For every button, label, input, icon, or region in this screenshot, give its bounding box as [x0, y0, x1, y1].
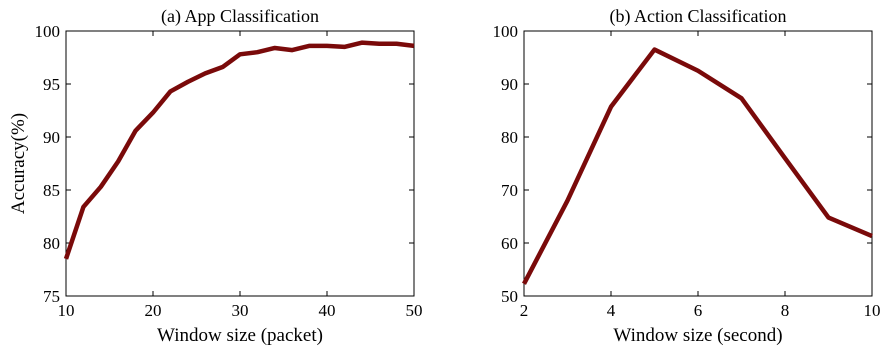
x-tick-label: 8 — [781, 301, 790, 320]
y-tick-label: 80 — [43, 234, 60, 253]
chart-panel-1: 10 20 30 40 50 75 80 85 90 95 100 (a) App Classific… — [8, 6, 423, 346]
x-axis-label: Window size (second) — [613, 325, 782, 346]
y-tick-label: 100 — [493, 22, 519, 41]
chart-title: (b) Action Classification — [610, 6, 787, 27]
x-tick-label: 6 — [694, 301, 703, 320]
y-tick-label: 100 — [35, 22, 61, 41]
x-tick-label: 10 — [58, 301, 75, 320]
x-tick-label: 10 — [864, 301, 881, 320]
x-axis-label: Window size (packet) — [157, 325, 323, 346]
y-tick-label: 85 — [43, 181, 60, 200]
y-tick-label: 90 — [501, 75, 518, 94]
y-axis-label: Accuracy(%) — [8, 113, 29, 214]
x-tick-label: 20 — [145, 301, 162, 320]
x-tick-label: 50 — [406, 301, 423, 320]
series-line — [63, 40, 415, 260]
x-tick-label: 30 — [232, 301, 249, 320]
y-tick-label: 60 — [501, 234, 518, 253]
x-tick-label: 4 — [607, 301, 616, 320]
y-tick-label: 80 — [501, 128, 518, 147]
y-tick-label: 90 — [43, 128, 60, 147]
y-tick-label: 70 — [501, 181, 518, 200]
y-tick-label: 50 — [501, 287, 518, 306]
series-line — [522, 47, 873, 285]
chart-title: (a) App Classification — [161, 6, 319, 27]
y-tick-label: 95 — [43, 75, 60, 94]
x-tick-label: 40 — [319, 301, 336, 320]
y-tick-label: 75 — [43, 287, 60, 306]
chart-panel-2: 2 4 6 8 10 50 60 70 80 90 100 (b) Action Classifica… — [493, 6, 881, 346]
x-tick-label: 2 — [520, 301, 529, 320]
